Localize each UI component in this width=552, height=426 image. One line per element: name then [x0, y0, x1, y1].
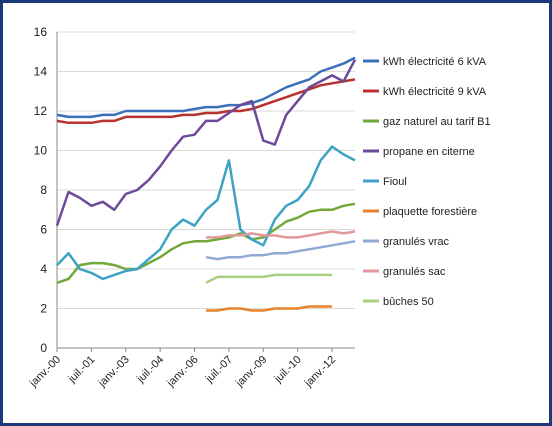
legend-label: Fioul: [383, 176, 407, 188]
legend-label: gaz naturel au tarif B1: [383, 116, 491, 128]
series-line: [205, 240, 356, 261]
y-tick-label: 10: [34, 144, 48, 158]
y-tick-label: 8: [40, 183, 47, 197]
legend-label: kWh électricité 9 kVA: [383, 86, 487, 98]
series-line: [56, 145, 356, 281]
x-tick-label: janv.-09: [233, 354, 269, 390]
legend-label: kWh électricité 6 kVA: [383, 56, 487, 68]
series-line: [56, 202, 356, 284]
x-tick-label: janv.-03: [96, 354, 132, 390]
y-tick-label: 0: [40, 341, 47, 355]
x-tick-label: juil.-04: [134, 354, 166, 386]
x-tick-label: juil.-01: [65, 354, 97, 386]
legend-label: bûches 50: [383, 296, 434, 308]
x-tick-label: janv.-00: [27, 354, 63, 390]
y-tick-label: 16: [34, 25, 48, 39]
y-tick-label: 4: [40, 262, 47, 276]
x-tick-label: juil.-07: [203, 354, 235, 386]
legend-label: propane en citerne: [383, 146, 475, 158]
y-tick-label: 6: [40, 223, 47, 237]
series-line: [56, 56, 356, 119]
series-line: [206, 230, 356, 239]
y-tick-label: 12: [34, 104, 48, 118]
series-line: [206, 305, 333, 312]
series-line: [55, 59, 357, 227]
y-tick-label: 14: [34, 65, 48, 79]
x-tick-label: janv.-06: [164, 354, 200, 390]
series-line: [205, 273, 333, 284]
legend-label: plaquette forestière: [383, 206, 477, 218]
x-tick-label: janv.-12: [302, 354, 338, 390]
x-tick-label: juil.-10: [272, 354, 304, 386]
y-tick-label: 2: [40, 302, 47, 316]
legend-label: granulés vrac: [383, 236, 450, 248]
legend-label: granulés sac: [383, 266, 446, 278]
